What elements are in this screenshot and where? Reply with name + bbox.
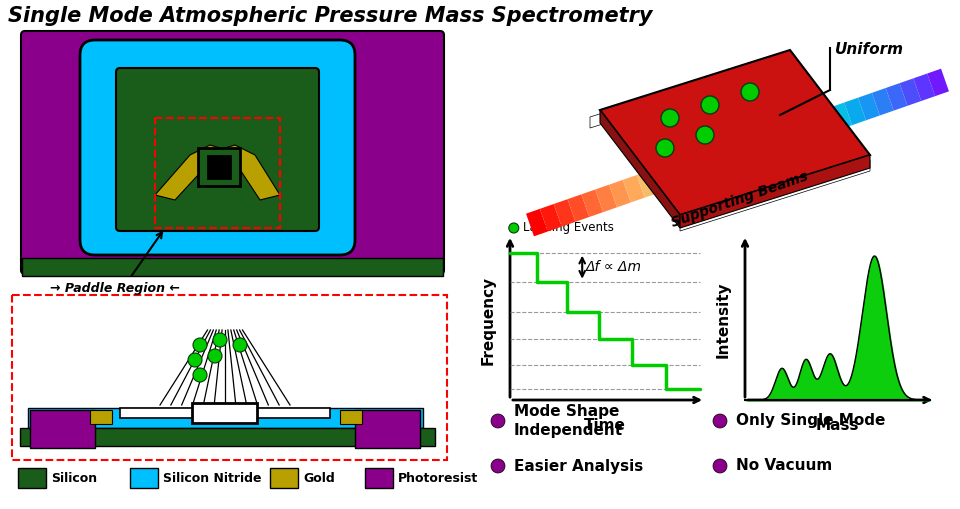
Text: → Paddle Region ←: → Paddle Region ← — [50, 282, 180, 295]
Bar — [355, 410, 420, 448]
Bar — [340, 410, 362, 424]
Polygon shape — [680, 160, 870, 231]
Polygon shape — [664, 160, 686, 188]
Text: Δf ∝ Δm: Δf ∝ Δm — [587, 260, 642, 274]
Polygon shape — [830, 102, 852, 130]
Polygon shape — [775, 122, 797, 149]
Polygon shape — [600, 110, 680, 228]
Polygon shape — [913, 73, 935, 101]
Circle shape — [213, 333, 227, 347]
Bar — [192, 403, 257, 423]
Polygon shape — [225, 145, 280, 200]
Bar — [22, 258, 443, 276]
Text: Single Mode Atmospheric Pressure Mass Spectrometry: Single Mode Atmospheric Pressure Mass Sp… — [8, 6, 653, 26]
Text: No Vacuum: No Vacuum — [736, 459, 832, 473]
Circle shape — [656, 139, 674, 157]
Polygon shape — [789, 117, 810, 145]
Text: Easier Analysis: Easier Analysis — [514, 459, 643, 473]
Polygon shape — [636, 170, 659, 197]
FancyBboxPatch shape — [116, 68, 319, 231]
Bar — [208, 156, 230, 178]
Circle shape — [509, 223, 518, 233]
Polygon shape — [595, 185, 617, 212]
Text: Photoresist: Photoresist — [398, 471, 478, 485]
Polygon shape — [858, 93, 879, 120]
Polygon shape — [554, 199, 575, 227]
Bar — [28, 408, 423, 428]
Polygon shape — [567, 194, 589, 222]
Polygon shape — [526, 209, 548, 236]
Text: Time: Time — [584, 418, 626, 433]
Polygon shape — [678, 156, 700, 183]
Text: Mass: Mass — [816, 418, 859, 433]
Circle shape — [491, 414, 505, 428]
Polygon shape — [886, 83, 907, 110]
Text: Uniform: Uniform — [835, 42, 904, 57]
Polygon shape — [803, 112, 825, 139]
Circle shape — [701, 96, 719, 114]
Circle shape — [193, 338, 207, 352]
Bar — [130, 468, 158, 488]
Circle shape — [188, 353, 202, 367]
Polygon shape — [680, 155, 870, 228]
Circle shape — [193, 368, 207, 382]
Text: Silicon Nitride: Silicon Nitride — [163, 471, 261, 485]
Bar — [20, 428, 435, 446]
Polygon shape — [733, 136, 756, 164]
Circle shape — [661, 109, 679, 127]
Text: Silicon: Silicon — [51, 471, 97, 485]
FancyBboxPatch shape — [80, 40, 355, 255]
Polygon shape — [590, 57, 782, 128]
Bar — [198, 148, 240, 186]
Polygon shape — [748, 131, 769, 159]
Polygon shape — [692, 151, 714, 178]
Circle shape — [491, 459, 505, 473]
Polygon shape — [817, 107, 838, 135]
Text: Mode Shape
Independent: Mode Shape Independent — [514, 404, 623, 438]
Bar — [30, 410, 95, 448]
Bar — [365, 468, 393, 488]
Bar — [12, 295, 447, 460]
Circle shape — [696, 126, 714, 144]
Circle shape — [208, 349, 222, 363]
Text: Frequency: Frequency — [481, 275, 495, 364]
Bar — [90, 410, 112, 424]
Text: Gold: Gold — [303, 471, 335, 485]
Text: Landing Events: Landing Events — [523, 221, 613, 235]
Circle shape — [713, 414, 727, 428]
Polygon shape — [720, 141, 741, 168]
Bar — [155, 118, 280, 228]
Text: Only Single Mode: Only Single Mode — [736, 413, 885, 429]
Polygon shape — [623, 175, 644, 203]
Text: Supporting Beams: Supporting Beams — [670, 169, 810, 231]
Polygon shape — [540, 204, 562, 232]
Text: Intensity: Intensity — [715, 281, 731, 358]
Polygon shape — [609, 180, 631, 207]
Polygon shape — [155, 145, 220, 200]
Polygon shape — [582, 189, 603, 217]
Circle shape — [713, 459, 727, 473]
Bar — [18, 468, 46, 488]
Bar — [120, 408, 330, 418]
Polygon shape — [844, 98, 866, 125]
Polygon shape — [651, 165, 672, 193]
FancyBboxPatch shape — [21, 31, 444, 274]
Polygon shape — [927, 69, 948, 96]
Polygon shape — [600, 50, 870, 215]
Circle shape — [741, 83, 759, 101]
Polygon shape — [872, 88, 894, 116]
Bar — [270, 468, 298, 488]
Polygon shape — [900, 78, 922, 106]
Polygon shape — [761, 127, 783, 154]
Polygon shape — [706, 146, 728, 174]
Circle shape — [233, 338, 247, 352]
